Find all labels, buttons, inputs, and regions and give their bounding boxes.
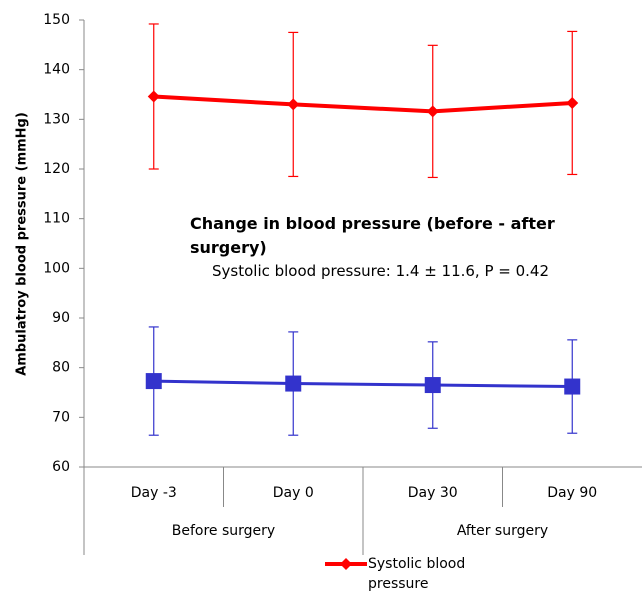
y-tick-label: 90	[52, 310, 70, 326]
marker	[426, 105, 439, 118]
y-tick-label: 150	[43, 12, 70, 28]
x-tick-label: Day 90	[547, 485, 597, 501]
y-axis-label: Ambulatroy blood pressure (mmHg)	[15, 112, 30, 376]
marker	[564, 378, 581, 395]
marker	[424, 377, 441, 394]
y-tick-label: 140	[43, 62, 70, 78]
marker	[147, 90, 160, 103]
y-tick-label: 130	[43, 111, 70, 127]
y-tick-label: 70	[52, 409, 70, 425]
y-tick-label: 100	[43, 260, 70, 276]
y-tick-label: 80	[52, 360, 70, 376]
series-line	[153, 94, 573, 114]
x-tick-label: Day 0	[273, 485, 314, 501]
marker	[145, 373, 162, 390]
marker	[285, 375, 302, 392]
marker	[287, 98, 300, 111]
legend-label: Systolic blood pressure	[368, 556, 466, 592]
annotation-text: Systolic blood pressure: 1.4 ± 11.6, P =…	[212, 262, 550, 280]
x-tick-label: Day -3	[131, 485, 177, 501]
group-label: Before surgery	[172, 523, 275, 539]
y-tick-label: 110	[43, 211, 70, 227]
x-tick-label: Day 30	[408, 485, 458, 501]
annotation-title: Change in blood pressure (before - after…	[190, 214, 555, 257]
marker	[566, 96, 579, 109]
legend-marker	[340, 558, 352, 570]
series-line	[153, 379, 573, 389]
y-tick-label: 60	[52, 459, 70, 475]
y-tick-label: 120	[43, 161, 70, 177]
group-label: After surgery	[457, 523, 548, 539]
